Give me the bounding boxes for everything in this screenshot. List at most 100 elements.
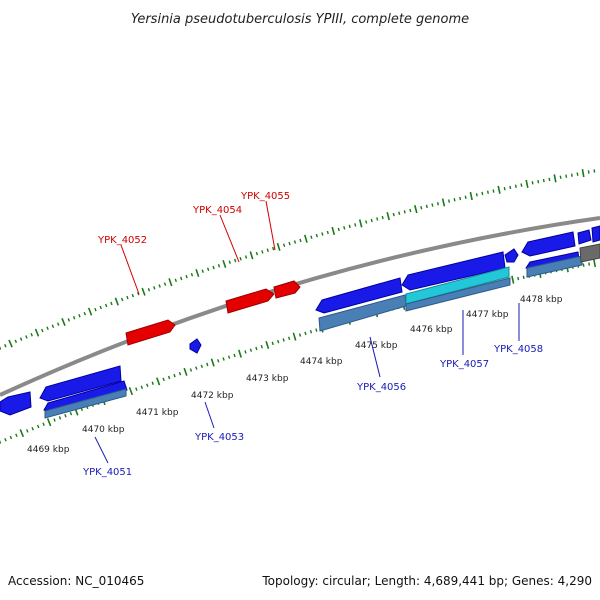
feature-ypk-4057-cds	[405, 277, 511, 312]
major-tick	[238, 349, 242, 358]
minor-tick	[431, 203, 434, 207]
gene-ypk-4055[interactable]	[273, 280, 301, 299]
feature-gray-block	[579, 243, 600, 263]
minor-tick	[343, 226, 346, 230]
major-tick	[46, 418, 52, 427]
gene-ypk-4057[interactable]	[401, 251, 506, 291]
minor-tick	[173, 373, 176, 378]
kbp-label: 4470 kbp	[82, 425, 125, 435]
major-tick	[304, 234, 308, 243]
major-tick	[19, 429, 25, 438]
minor-tick	[167, 375, 171, 380]
minor-tick	[25, 335, 28, 339]
gene-ypk-4050[interactable]	[0, 391, 32, 416]
major-tick	[114, 297, 119, 306]
minor-tick	[162, 377, 165, 382]
major-tick	[386, 212, 390, 221]
gene-edge-2[interactable]	[591, 225, 600, 243]
minor-tick	[559, 175, 562, 179]
minor-tick	[233, 353, 236, 358]
gene-ypk-4058-small[interactable]	[504, 248, 519, 263]
leader-line	[204, 401, 215, 429]
gene-label-ypk-4053[interactable]: YPK_4053	[194, 432, 244, 443]
minor-tick	[304, 331, 307, 336]
gene-edge-1[interactable]	[577, 229, 592, 245]
gene-ypk-4058[interactable]	[521, 231, 576, 257]
minor-tick	[517, 276, 520, 281]
minor-tick	[15, 433, 18, 438]
gene-label-ypk-4055[interactable]: YPK_4055	[240, 191, 290, 202]
minor-tick	[239, 256, 242, 261]
minor-tick	[260, 344, 263, 349]
minor-tick	[486, 190, 489, 194]
minor-tick	[131, 293, 135, 298]
gene-label-ypk-4051[interactable]: YPK_4051	[82, 467, 132, 478]
minor-tick	[309, 330, 313, 334]
reverse-gene-labels: YPK_4051 YPK_4053 YPK_4056 YPK_4057 YPK_…	[82, 303, 543, 478]
gene-ypk-4051-upper[interactable]	[39, 365, 122, 402]
minor-tick	[4, 344, 7, 348]
leader-line	[219, 214, 240, 263]
minor-tick	[298, 333, 302, 337]
gene-label-ypk-4057[interactable]: YPK_4057	[439, 359, 489, 370]
major-tick	[265, 340, 270, 350]
minor-tick	[147, 288, 151, 292]
kbp-label: 4471 kbp	[136, 408, 179, 418]
gene-ypk-4052[interactable]	[125, 319, 176, 346]
minor-tick	[9, 435, 13, 440]
minor-tick	[370, 218, 373, 223]
gene-label-ypk-4054[interactable]: YPK_4054	[192, 205, 242, 216]
minor-tick	[153, 286, 156, 290]
gene-ypk-4054[interactable]	[225, 288, 275, 314]
minor-tick	[420, 206, 423, 210]
forward-gene-labels: YPK_4052 YPK_4054 YPK_4055	[97, 191, 290, 295]
minor-tick	[135, 387, 138, 391]
minor-tick	[287, 336, 291, 341]
kbp-label: 4475 kbp	[355, 341, 398, 351]
major-tick	[593, 258, 597, 268]
minor-tick	[94, 307, 97, 312]
minor-tick	[255, 346, 258, 351]
minor-tick	[310, 235, 313, 239]
minor-tick	[288, 241, 291, 246]
minor-tick	[120, 297, 124, 302]
major-tick	[441, 198, 446, 207]
gene-label-ypk-4058[interactable]: YPK_4058	[493, 344, 543, 355]
minor-tick	[376, 217, 379, 221]
minor-tick	[180, 276, 183, 281]
major-tick	[8, 339, 13, 348]
gene-label-ypk-4056[interactable]: YPK_4056	[356, 382, 406, 393]
gene-ypk-4056-upper[interactable]	[315, 277, 403, 314]
leader-line	[265, 200, 276, 251]
minor-tick	[509, 185, 512, 190]
gene-label-ypk-4052[interactable]: YPK_4052	[97, 235, 147, 246]
minor-tick	[582, 263, 585, 267]
minor-tick	[41, 328, 44, 333]
kbp-label: 4469 kbp	[27, 445, 70, 455]
minor-tick	[19, 337, 23, 341]
minor-tick	[326, 230, 329, 235]
minor-tick	[321, 232, 324, 236]
map-title: Yersinia pseudotuberculosis YPIII, compl…	[131, 12, 469, 27]
minor-tick	[178, 371, 182, 376]
minor-tick	[537, 179, 540, 184]
minor-tick	[0, 440, 2, 444]
minor-tick	[365, 220, 368, 224]
minor-tick	[83, 311, 87, 316]
minor-tick	[282, 338, 285, 342]
major-tick	[34, 328, 40, 337]
feature-ypk-4058-cds	[526, 255, 583, 278]
minor-tick	[53, 418, 56, 422]
minor-tick	[244, 350, 247, 354]
reverse-strand-genes	[0, 225, 600, 419]
gene-ypk-4053[interactable]	[189, 338, 202, 354]
minor-tick	[593, 169, 596, 173]
minor-tick	[140, 385, 144, 389]
minor-tick	[201, 269, 204, 273]
minor-tick	[158, 284, 161, 288]
minor-tick	[249, 348, 253, 352]
major-tick	[249, 251, 254, 260]
minor-tick	[348, 224, 351, 229]
minor-tick	[277, 339, 280, 344]
